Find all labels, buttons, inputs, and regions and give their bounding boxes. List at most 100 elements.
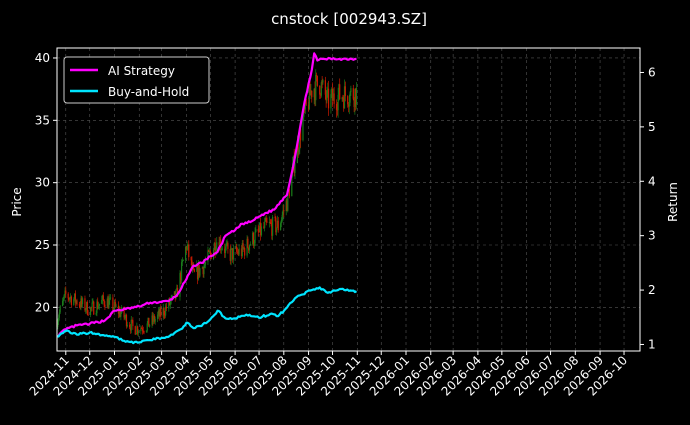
candle-body <box>216 242 218 251</box>
candle-body <box>232 248 235 260</box>
candle-body <box>353 98 355 107</box>
candle-body <box>149 324 151 327</box>
candle-body <box>355 88 357 105</box>
candle-body <box>266 221 268 223</box>
candle-body <box>288 189 291 197</box>
candle-body <box>141 328 144 331</box>
candle-body <box>74 293 76 303</box>
candle-body <box>163 308 165 315</box>
candle-body <box>203 265 205 275</box>
price-candles <box>56 69 358 337</box>
candle-body <box>136 326 138 334</box>
candle-body <box>305 98 307 105</box>
y-tick-label: 40 <box>35 51 50 65</box>
candle-body <box>192 266 195 270</box>
candle-body <box>174 291 176 299</box>
candle-body <box>153 315 156 322</box>
candle-body <box>283 210 285 212</box>
candle-body <box>59 306 61 313</box>
candle-body <box>237 251 239 255</box>
candle-body <box>125 314 128 327</box>
y-tick-label: 30 <box>35 176 50 190</box>
candle-body <box>143 331 145 333</box>
candle-body <box>303 107 306 110</box>
candle-body <box>84 298 86 311</box>
candle-body <box>73 293 76 300</box>
candle-body <box>76 300 78 305</box>
candle-body <box>331 88 334 101</box>
candle-body <box>182 259 184 261</box>
candle-body <box>61 300 64 307</box>
candle-body <box>231 248 233 250</box>
candle-body <box>248 247 250 251</box>
candle-body <box>201 267 203 269</box>
candle-body <box>319 94 322 96</box>
candle-body <box>325 94 327 101</box>
candle-body <box>307 104 310 110</box>
candle-body <box>241 243 243 256</box>
candle-body <box>296 141 298 164</box>
candle-body <box>299 128 301 150</box>
candle-body <box>196 265 199 280</box>
candle-body <box>160 308 162 317</box>
candle-body <box>151 315 153 325</box>
candle-body <box>119 309 121 317</box>
candle-body <box>299 128 302 141</box>
legend-label-ai-strategy: AI Strategy <box>108 64 175 78</box>
candle-body <box>62 298 64 301</box>
candle-body <box>187 244 189 247</box>
candle-body <box>235 246 237 249</box>
candle-body <box>91 302 93 308</box>
candle-body <box>85 309 87 311</box>
candle-body <box>333 93 335 104</box>
candle-body <box>321 82 323 84</box>
candle-body <box>285 200 287 212</box>
candle-body <box>103 299 105 305</box>
candle-body <box>158 310 160 317</box>
candle-body <box>93 301 95 315</box>
candle-body <box>147 317 149 324</box>
candle-body <box>281 214 283 220</box>
candle-body <box>81 298 83 305</box>
candle-body <box>95 313 97 315</box>
candle-body <box>322 80 324 83</box>
candle-body <box>320 82 322 96</box>
candle-body <box>272 216 274 236</box>
candle-body <box>287 189 289 211</box>
candle-body <box>257 228 259 232</box>
candle-body <box>106 298 108 307</box>
candle-body <box>165 306 168 309</box>
candle-body <box>335 103 338 110</box>
candle-body <box>342 97 344 99</box>
candle-body <box>224 246 227 254</box>
candle-body <box>259 222 261 232</box>
candle-body <box>90 307 92 309</box>
candle-body <box>236 246 238 252</box>
candle-body <box>135 333 137 335</box>
candle-body <box>246 238 248 256</box>
y2-axis-label: Return <box>666 182 680 222</box>
candle-body <box>113 308 115 311</box>
candle-body <box>214 242 216 254</box>
candle-body <box>113 301 116 309</box>
candle-body <box>97 301 99 309</box>
candle-body <box>343 98 345 109</box>
y2-tick-label: 3 <box>648 229 656 243</box>
candle-body <box>114 301 116 307</box>
candle-body <box>190 257 192 261</box>
candle-body <box>324 80 326 95</box>
candle-body <box>220 248 223 250</box>
candle-body <box>85 302 88 310</box>
candle-body <box>162 308 164 317</box>
candle-body <box>92 301 94 303</box>
candle-body <box>344 86 346 97</box>
candle-body <box>243 248 245 249</box>
candle-body <box>73 299 75 305</box>
candle-body <box>260 226 263 236</box>
candle-body <box>168 299 170 309</box>
chart-title: cnstock [002943.SZ] <box>271 10 427 28</box>
candle-body <box>221 248 223 250</box>
candle-body <box>98 303 100 306</box>
candle-body <box>68 298 70 300</box>
candle-body <box>124 317 126 319</box>
